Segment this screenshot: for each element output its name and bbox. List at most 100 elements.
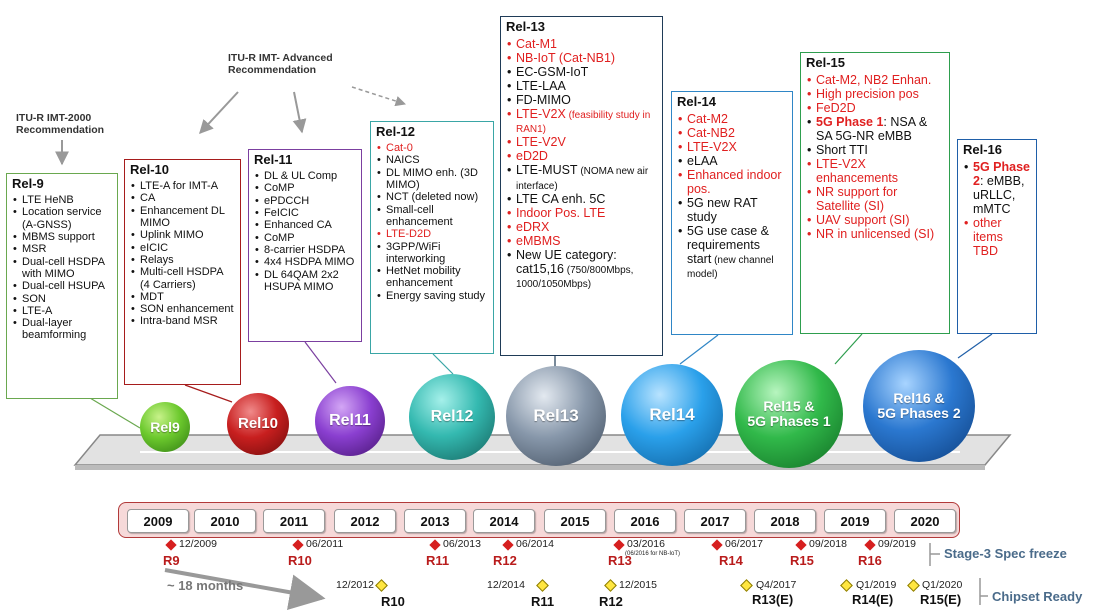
freeze-release: R14 [719,553,743,568]
chipset-release: R10 [381,594,405,609]
rel16-feature: 5G Phase 2: eMBB, uRLLC, mMTC [963,160,1031,216]
rel10-feature-list: LTE-A for IMT-ACAEnhancement DL MIMOUpli… [130,180,235,328]
freeze-date: 03/2016 [627,538,665,550]
rel9-feature-text: Dual-cell HSUPA [22,280,105,293]
rel16-feature: other items TBD [963,216,1031,258]
rel15-feature: NR support for Satellite (SI) [806,185,944,213]
year-cell: 2016 [614,509,676,533]
sphere-rel16: Rel16 & 5G Phases 2 [863,350,975,462]
sphere-rel9: Rel9 [140,402,190,452]
rel13-feature: NB-IoT (Cat-NB1) [506,51,657,65]
rel15-feature: Cat-M2, NB2 Enhan. [806,73,944,87]
rel10-feature-text: Multi-cell HSDPA (4 Carriers) [140,266,223,291]
rel12-feature: Small-cell enhancement [376,204,488,229]
rel12-feature-text: LTE-D2D [386,228,432,241]
rel13-feature-text: eDRX [516,219,550,234]
itu-imt-advanced-label: ITU-R IMT- Advanced Recommendation [228,52,333,77]
rel12-feature: NCT (deleted now) [376,191,488,204]
rel11-feature-text: DL 64QAM 2x2 HSUPA MIMO [264,268,339,293]
year-bar: 2009 2010 2011 2012 2013 2014 2015 2016 2017 2018… [118,502,960,538]
rel16-feature-list: 5G Phase 2: eMBB, uRLLC, mMTCother items… [963,160,1031,258]
chipset-release: R14(E) [852,592,894,607]
chipset-date: 12/2014 [487,579,525,591]
year-cell: 2020 [894,509,956,533]
rel13-feature-list: Cat-M1NB-IoT (Cat-NB1)EC-GSM-IoTLTE-LAAF… [506,37,657,290]
freeze-release: R10 [288,553,312,568]
rel13-feature: eD2D [506,149,657,163]
rel12-feature-text: NAICS [386,154,420,167]
months-label: ~ 18 months [167,578,244,593]
itua-arrow-3 [351,86,406,107]
rel15-feature: Short TTI [806,143,944,157]
rel9-feature: Dual-layer beamforming [12,317,112,342]
rel16-box: Rel-16 5G Phase 2: eMBB, uRLLC, mMTCother… [957,139,1037,334]
rel12-feature: Cat-0 [376,142,488,155]
rel11-feature: 4x4 HSDPA MIMO [254,256,356,269]
rel10-box: Rel-10 LTE-A for IMT-ACAEnhancement DL MI… [124,159,241,385]
rel11-feature-text: CoMP [264,182,295,195]
rel15-feature-text: Short TTI [816,143,868,157]
rel12-feature: NAICS [376,154,488,167]
year-cell: 2012 [334,509,396,533]
rel10-feature: MDT [130,290,235,304]
freeze-date: 06/2017 [725,538,763,550]
rel10-feature: SON enhancement [130,303,235,316]
rel9-feature: LTE HeNB [12,194,112,207]
rel13-title: Rel-13 [506,19,546,34]
freeze-date: 06/2011 [306,538,344,550]
rel10-feature-text: MDT [140,290,164,303]
rel11-feature: CoMP [254,182,356,195]
freeze-date: 09/2019 [878,538,916,550]
rel13-feature: LTE-LAA [506,79,657,93]
rel15-feature-text: UAV support (SI) [816,213,910,227]
rel15-feature-text: FeD2D [816,101,856,115]
rel12-feature-text: Cat-0 [386,142,413,154]
rel11-feature: Enhanced CA [254,219,356,232]
rel13-feature-text: eD2D [516,149,548,164]
rel13-feature-text: LTE-LAA [516,79,566,93]
rel14-feature: Cat-NB2 [677,126,787,140]
rel10-feature: Uplink MIMO [130,229,235,242]
rel14-feature-text: LTE-V2X [687,140,737,154]
rel12-title: Rel-12 [376,124,416,139]
rel13-feature: LTE CA enh. 5C [506,192,657,206]
rel15-feature: NR in unlicensed (SI) [806,227,944,241]
rel15-feature: 5G Phase 1: NSA & SA 5G-NR eMBB [806,115,944,143]
rel13-feature: FD-MIMO [506,93,657,107]
rel10-feature-text: Intra-band MSR [140,315,218,328]
rel9-feature-list: LTE HeNBLocation service (A-GNSS)MBMS su… [12,194,112,342]
rel9-feature: LTE-A [12,305,112,318]
rel11-feature-text: 4x4 HSDPA MIMO [264,256,355,269]
rel9-feature-text: Dual-cell HSDPA with MIMO [22,255,105,280]
rel10-feature-text: LTE-A for IMT-A [140,180,219,192]
rel14-feature-text: eLAA [687,154,718,168]
year-cell: 2018 [754,509,816,533]
rel10-feature: eICIC [130,242,235,255]
rel9-feature-text: SON [22,292,46,305]
rel13-feature-note: (feasibility study in RAN1) [516,110,651,136]
rel14-feature: Enhanced indoor pos. [677,168,787,196]
rel12-feature: Energy saving study [376,290,488,303]
chipset-release: R11 [531,594,555,609]
rel16-feature-highlight: 5G Phase 2 [973,160,1030,188]
rel11-feature-text: Enhanced CA [264,219,332,232]
rel9-title: Rel-9 [12,176,44,191]
rel15-feature-text: High precision pos [816,87,919,101]
rel13-feature-text: EC-GSM-IoT [516,65,589,79]
freeze-release: R12 [493,553,517,568]
sphere-rel11: Rel11 [315,386,385,456]
rel15-feature-text: NR support for Satellite (SI) [816,185,898,213]
rel13-feature: eMBMS [506,234,657,248]
rel11-feature-list: DL & UL CompCoMPePDCCHFeICICEnhanced CAC… [254,170,356,293]
rel10-feature-text: Relays [140,253,174,266]
rel11-feature: DL & UL Comp [254,170,356,183]
freeze-date: 06/2013 [443,538,481,550]
rel13-feature-text: eMBMS [516,233,561,248]
rel9-feature: Location service (A-GNSS) [12,206,112,231]
rel12-feature-list: Cat-0NAICSDL MIMO enh. (3D MIMO)NCT (del… [376,142,488,302]
rel12-feature-text: HetNet mobility enhancement [386,265,461,290]
rel15-feature: LTE-V2X enhancements [806,157,944,185]
rel13-feature-text: New UE category: cat15,16 [516,247,617,276]
rel14-feature-text: Cat-NB2 [687,126,735,140]
rel13-feature-text: LTE-MUST [516,163,578,178]
